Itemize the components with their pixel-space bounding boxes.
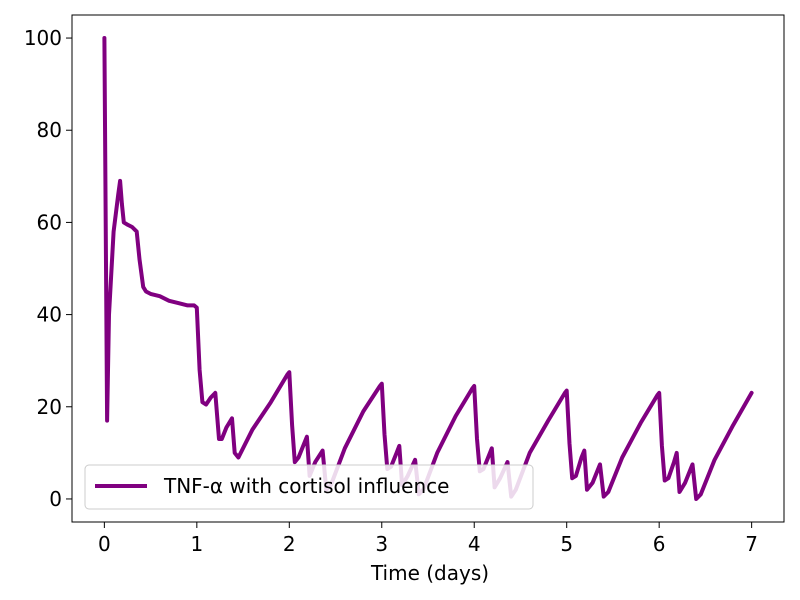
ticks-layer: 0 1 2 3 4 5 6 7 0 20 40 60 80 100 xyxy=(24,26,758,556)
y-tick-label: 0 xyxy=(49,487,62,511)
y-tick-label: 60 xyxy=(37,210,62,234)
x-tick-label: 1 xyxy=(190,532,203,556)
y-tick-label: 20 xyxy=(37,395,62,419)
x-tick-label: 4 xyxy=(468,532,481,556)
x-tick-label: 5 xyxy=(560,532,573,556)
x-tick-label: 3 xyxy=(375,532,388,556)
series-line-0 xyxy=(102,36,754,501)
plot-frame xyxy=(71,14,785,523)
x-tick-label: 0 xyxy=(98,532,111,556)
legend-label: TNF-α with cortisol influence xyxy=(163,474,449,498)
y-tick-label: 40 xyxy=(37,303,62,327)
x-axis-title: Time (days) xyxy=(370,561,489,585)
legend-box xyxy=(84,464,534,510)
y-tick-label: 100 xyxy=(24,26,62,50)
plot-area xyxy=(102,36,754,501)
x-tick-label: 6 xyxy=(653,532,666,556)
y-tick-label: 80 xyxy=(37,118,62,142)
x-tick-label: 7 xyxy=(745,532,758,556)
x-tick-label: 2 xyxy=(283,532,296,556)
legend: TNF-α with cortisol influence xyxy=(84,464,534,510)
